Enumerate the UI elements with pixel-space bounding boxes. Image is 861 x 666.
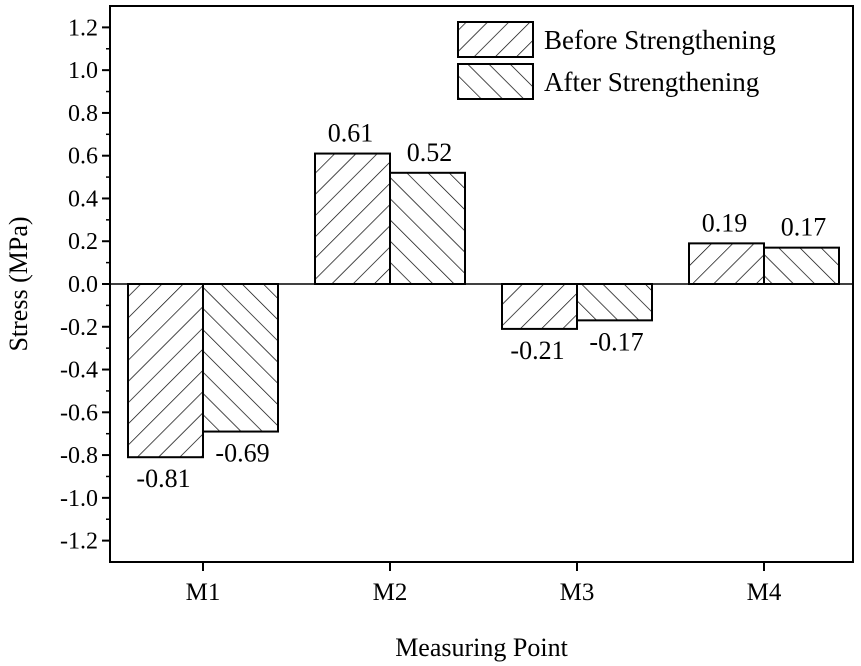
- data-labels-layer: -0.81 0.61 -0.21 0.19 -0.69 0.52 -0.17 0.17: [136, 119, 826, 494]
- x-tick-label: M1: [186, 579, 221, 606]
- data-label: -0.17: [589, 327, 643, 356]
- y-axis-ticks: -1.2 -1.0 -0.8 -0.6 -0.4 -0.2 0.0 0.2 0.4 0.6 0.8 1…: [60, 15, 110, 555]
- bar-m3-series-2: [576, 283, 653, 322]
- y-axis-title: Stress (MPa): [4, 216, 33, 351]
- x-axis-ticks: M1 M2 M3 M4: [186, 562, 782, 606]
- y-tick-label: -0.6: [60, 400, 98, 426]
- data-label: 0.61: [328, 119, 374, 148]
- y-tick-label: 1.0: [68, 58, 98, 84]
- data-label: 0.19: [702, 208, 748, 237]
- legend-swatch-series-2: [457, 63, 534, 100]
- y-tick-label: 0.6: [68, 144, 98, 170]
- data-label: 0.52: [407, 138, 453, 167]
- bar-m3-series-1: [501, 283, 578, 330]
- y-tick-label: 0.8: [68, 101, 98, 127]
- bars-layer: [127, 152, 840, 459]
- bar-m1-series-2: [202, 283, 279, 433]
- y-tick-label: 1.2: [68, 15, 98, 41]
- y-tick-label: -0.2: [60, 315, 98, 341]
- bar-m4-series-1: [688, 242, 765, 285]
- y-tick-label: 0.2: [68, 229, 98, 255]
- bar-m2-series-2: [389, 171, 466, 285]
- data-label: -0.21: [510, 336, 564, 365]
- data-label: -0.81: [136, 464, 190, 493]
- y-tick-label: -0.4: [60, 358, 98, 384]
- bar-m4-series-2: [763, 246, 840, 285]
- legend-label-series-1: Before Strengthening: [544, 25, 776, 55]
- y-tick-label: -1.2: [60, 529, 98, 555]
- data-label: -0.69: [215, 439, 269, 468]
- y-tick-label: 0.0: [68, 272, 98, 298]
- data-label: 0.17: [781, 213, 827, 242]
- x-axis-title: Measuring Point: [395, 633, 568, 662]
- bar-m1-series-1: [127, 283, 204, 459]
- y-tick-label: -0.8: [60, 443, 98, 469]
- x-tick-label: M4: [747, 579, 782, 606]
- x-tick-label: M3: [560, 579, 595, 606]
- legend-label-series-2: After Strengthening: [544, 67, 759, 97]
- legend-swatch-series-1: [457, 21, 534, 58]
- bar-m2-series-1: [314, 152, 391, 285]
- y-tick-label: 0.4: [68, 186, 98, 212]
- legend: Before Strengthening After Strengthening: [457, 21, 776, 100]
- x-tick-label: M2: [373, 579, 408, 606]
- y-tick-label: -1.0: [60, 486, 98, 512]
